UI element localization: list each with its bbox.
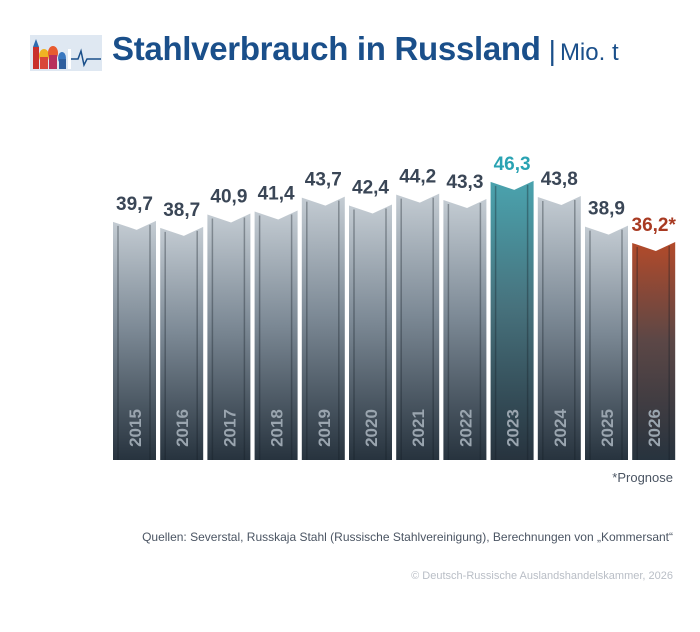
year-label-2026: 2026 xyxy=(645,409,664,447)
bar-2016 xyxy=(160,226,204,460)
year-label-2021: 2021 xyxy=(409,409,428,447)
value-label-2024: 43,8 xyxy=(541,169,578,190)
value-label-2019: 43,7 xyxy=(305,170,342,191)
title-separator: | xyxy=(548,35,556,66)
value-label-2018: 41,4 xyxy=(258,184,295,205)
bar-2020 xyxy=(349,204,392,460)
year-label-2023: 2023 xyxy=(504,409,523,447)
year-label-2022: 2022 xyxy=(456,409,475,447)
bar-2018 xyxy=(254,210,298,460)
value-label-2015: 39,7 xyxy=(116,194,153,215)
year-label-2025: 2025 xyxy=(598,409,617,447)
unit-label: Mio. t xyxy=(559,39,619,66)
year-label-2019: 2019 xyxy=(315,409,334,447)
value-label-2026: 36,2* xyxy=(632,215,677,236)
footnote: *Prognose xyxy=(612,470,673,485)
value-label-2023: 46,3 xyxy=(494,154,531,175)
year-label-2017: 2017 xyxy=(220,409,239,447)
source-note: Quellen: Severstal, Russkaja Stahl (Russ… xyxy=(142,530,673,544)
bar-2017 xyxy=(207,213,251,460)
year-label-2024: 2024 xyxy=(551,409,570,447)
bar-2022 xyxy=(443,199,487,460)
year-label-2016: 2016 xyxy=(173,409,192,447)
value-label-2025: 38,9 xyxy=(588,199,625,220)
year-label-2018: 2018 xyxy=(268,409,287,447)
bar-2015 xyxy=(113,220,156,460)
copyright: © Deutsch-Russische Auslandshandelskamme… xyxy=(411,570,673,582)
value-label-2020: 42,4 xyxy=(352,177,389,198)
logo-icon xyxy=(30,35,102,71)
bar-2025 xyxy=(585,225,628,460)
value-label-2016: 38,7 xyxy=(163,200,200,221)
page-title: Stahlverbrauch in Russland xyxy=(112,30,541,67)
value-label-2021: 44,2 xyxy=(399,167,436,188)
bar-2026 xyxy=(632,241,676,460)
value-label-2022: 43,3 xyxy=(446,172,483,193)
value-label-2017: 40,9 xyxy=(210,187,247,208)
bar-2024 xyxy=(537,196,581,460)
bar-2019 xyxy=(301,196,345,461)
bar-2021 xyxy=(396,193,440,460)
year-label-2020: 2020 xyxy=(362,409,381,447)
bar-2023 xyxy=(490,180,534,460)
year-label-2015: 2015 xyxy=(126,409,145,447)
title-row: Stahlverbrauch in Russland | Mio. t xyxy=(112,30,619,68)
